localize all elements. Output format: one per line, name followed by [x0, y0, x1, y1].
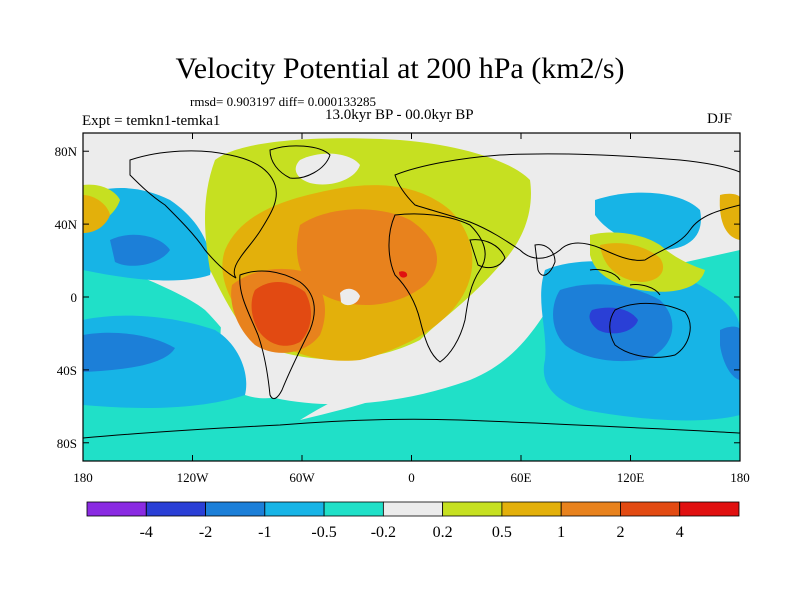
- colorbar-label: 0.2: [433, 524, 453, 541]
- field-blue-east: [720, 326, 740, 380]
- colorbar-label: -2: [199, 524, 212, 541]
- velocity-potential-field: [83, 133, 740, 461]
- y-tick-label: 0: [71, 290, 78, 305]
- y-tick-label: 80N: [55, 144, 78, 159]
- colorbar-label: 1: [557, 524, 565, 541]
- map-title: Velocity Potential at 200 hPa (km2/s): [175, 52, 625, 85]
- experiment-label: Expt = temkn1-temka1: [82, 113, 221, 129]
- x-tick-label: 60E: [511, 470, 532, 485]
- colorbar-swatch: [560, 501, 621, 517]
- x-tick-label: 120E: [617, 470, 645, 485]
- field-neutral-north: [295, 153, 360, 185]
- colorbar-swatch: [382, 501, 444, 517]
- y-tick-label: 40S: [57, 363, 77, 378]
- colorbar-label: -1: [258, 524, 271, 541]
- field-blue-pacific2: [110, 234, 170, 266]
- field-red-sa: [251, 281, 312, 346]
- field-gold-west: [83, 195, 110, 233]
- colorbar-label: 0.5: [492, 524, 512, 541]
- x-axis: 180 120W 60W 0 60E 120E 180: [73, 133, 750, 485]
- colorbar-label: -0.5: [311, 524, 336, 541]
- colorbar-label: -0.2: [371, 524, 396, 541]
- field-neutral-south: [300, 280, 474, 420]
- x-tick-label: 180: [73, 470, 93, 485]
- colorbar-swatch: [205, 501, 266, 517]
- field-gold-east: [600, 243, 664, 282]
- colorbar-label: 4: [676, 524, 684, 541]
- coastlines: [83, 145, 740, 439]
- y-axis: 80N 40N 0 40S 80S: [55, 144, 740, 451]
- colorbar-label: -4: [140, 524, 153, 541]
- x-tick-label: 60W: [289, 470, 315, 485]
- field-orange-central: [296, 209, 437, 305]
- colorbar-swatch: [679, 501, 740, 517]
- stats-line: rmsd= 0.903197 diff= 0.000133285: [190, 94, 376, 109]
- colorbar-swatch: [323, 501, 384, 517]
- x-tick-label: 0: [408, 470, 415, 485]
- x-tick-label: 120W: [177, 470, 210, 485]
- field-red-core: [399, 271, 408, 278]
- y-tick-label: 40N: [55, 217, 78, 232]
- colorbar-swatch: [86, 501, 147, 517]
- colorbar-swatch: [501, 501, 562, 517]
- colorbar-swatch: [264, 501, 325, 517]
- period-label: 13.0kyr BP - 00.0kyr BP: [325, 107, 474, 123]
- colorbar: -4 -2 -1 -0.5 -0.2 0.2 0.5 1 2 4: [86, 501, 740, 541]
- colorbar-label: 2: [616, 524, 624, 541]
- season-label: DJF: [707, 111, 733, 127]
- colorbar-swatch: [145, 501, 206, 517]
- field-neutral-hole: [340, 288, 360, 306]
- x-tick-label: 180: [730, 470, 750, 485]
- y-tick-label: 80S: [57, 436, 77, 451]
- colorbar-swatch: [620, 501, 681, 517]
- field-blue-indian3: [589, 307, 638, 334]
- field-orange-ne: [719, 193, 740, 240]
- field-blue-south-pacific2: [83, 332, 175, 372]
- colorbar-swatch: [442, 501, 503, 517]
